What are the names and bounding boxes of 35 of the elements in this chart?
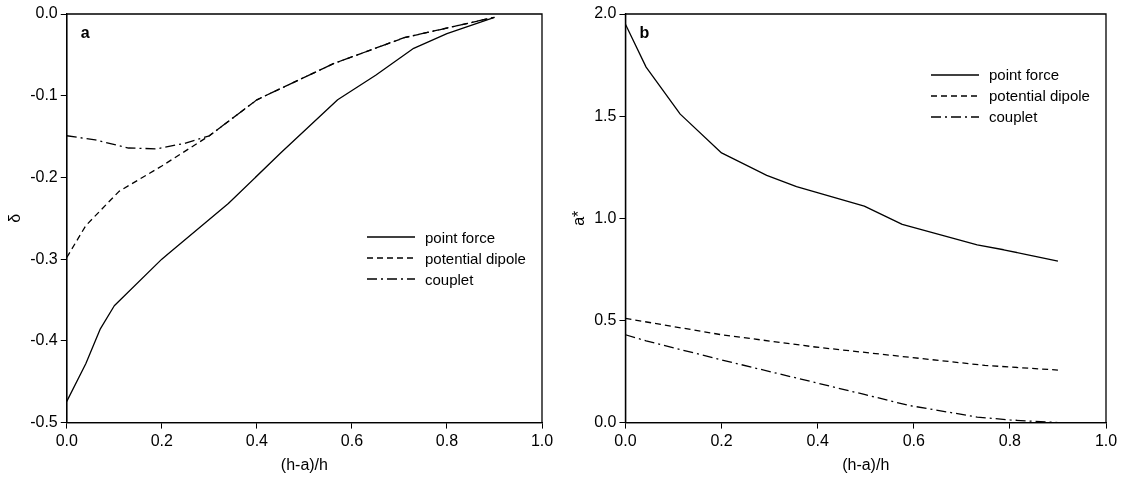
y-tick-label: -0.4	[30, 331, 58, 349]
legend-label: point force	[425, 227, 496, 248]
legend-label: couplet	[989, 107, 1038, 127]
legend-label: potential dipole	[425, 248, 526, 269]
y-tick-label: -0.1	[30, 86, 58, 104]
x-tick-label: 0.4	[806, 431, 829, 449]
x-tick-label: 0.8	[998, 431, 1022, 449]
y-tick-label: 0.0	[594, 413, 617, 431]
x-tick-label: 0.2	[150, 431, 174, 449]
y-tick-label: -0.3	[30, 249, 58, 267]
x-tick-label: 0.0	[55, 431, 78, 449]
annotation: a	[80, 24, 90, 42]
x-tick-label: 0.4	[245, 431, 269, 449]
y-axis-title: a*	[570, 210, 588, 226]
x-tick-label: 0.2	[710, 431, 733, 449]
x-axis-title: (h-a)/h	[280, 455, 328, 473]
y-axis-title: δ	[6, 213, 24, 223]
y-tick-label: 1.0	[594, 208, 617, 226]
x-tick-label: 0.6	[902, 431, 925, 449]
y-tick-label: 0.5	[594, 310, 617, 328]
x-axis-title: (h-a)/h	[842, 455, 890, 473]
x-tick-label: 0.8	[435, 431, 459, 449]
legend-label: potential dipole	[989, 86, 1090, 106]
x-tick-label: 0.0	[614, 431, 637, 449]
x-tick-label: 1.0	[1094, 431, 1118, 449]
y-tick-label: 2.0	[594, 4, 617, 22]
legend-label: couplet	[425, 269, 474, 290]
x-tick-label: 1.0	[530, 431, 554, 449]
y-tick-label: 1.5	[594, 106, 617, 124]
x-tick-label: 0.6	[340, 431, 364, 449]
legend-label: point force	[989, 65, 1060, 85]
y-tick-label: 0.0	[35, 4, 58, 22]
y-tick-label: -0.2	[30, 167, 58, 185]
annotation: b	[639, 24, 650, 42]
y-tick-label: -0.5	[30, 413, 58, 431]
